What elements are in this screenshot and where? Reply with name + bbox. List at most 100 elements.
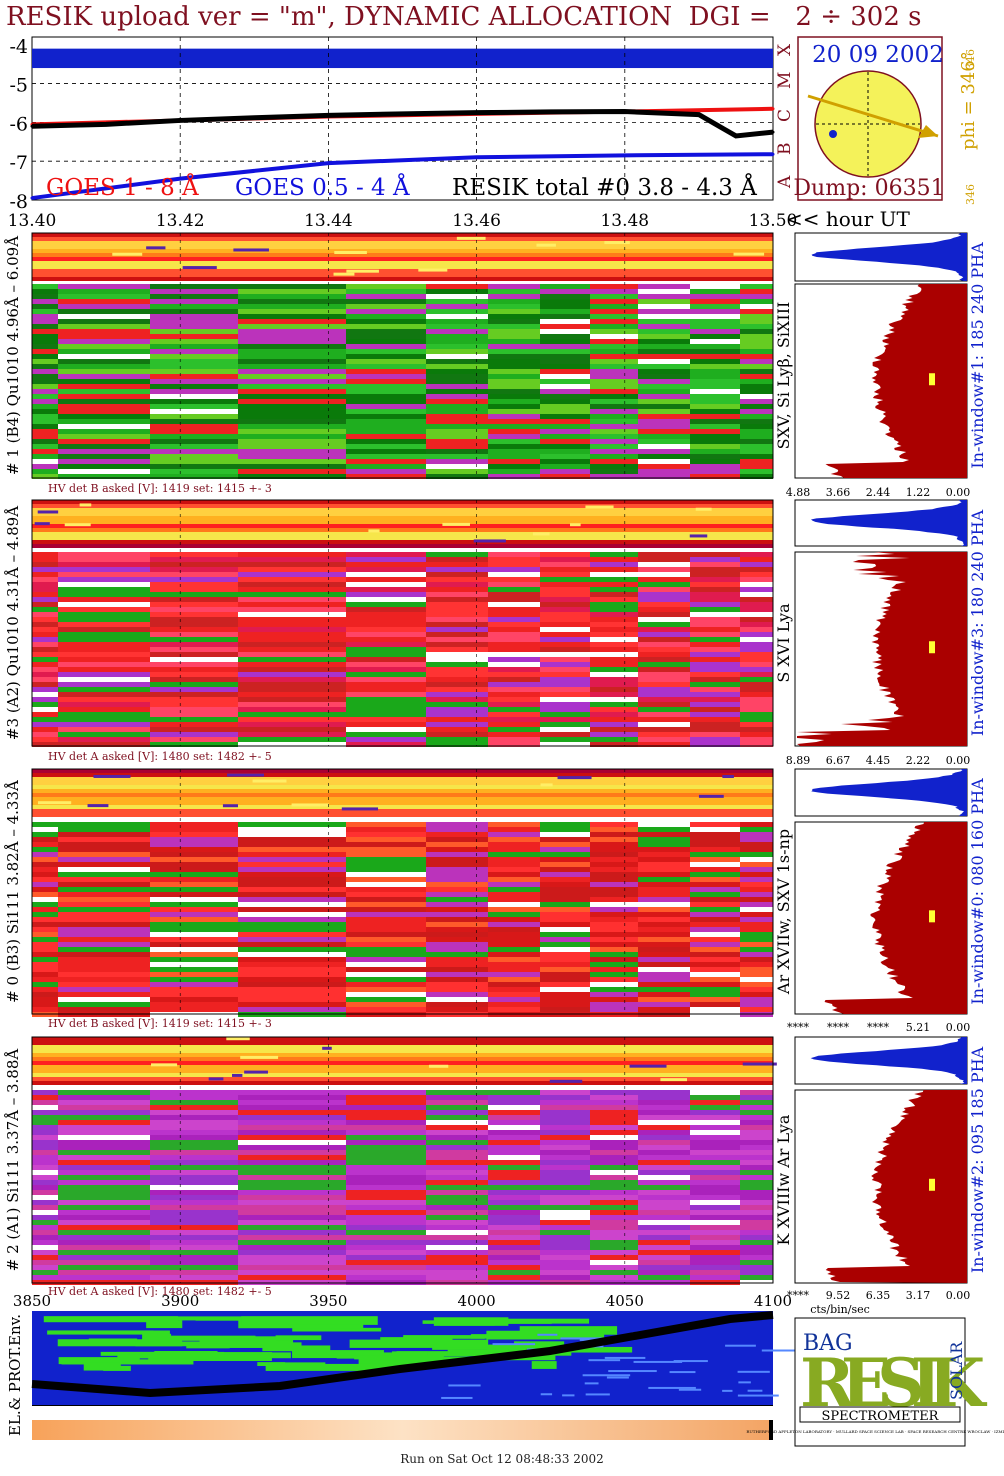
strip-row [32, 237, 773, 241]
spectrum-cell [150, 289, 238, 294]
spectrum-cell [346, 842, 426, 847]
spectrum-cell [690, 657, 740, 662]
spectrum-cell [426, 1160, 488, 1165]
spectrum-cell [150, 284, 238, 289]
spectrum-cell [740, 379, 773, 384]
spectrum-cell [426, 722, 488, 727]
spectrum-cell [590, 917, 638, 922]
spectrum-cell [346, 359, 426, 364]
spectrum-cell [540, 1235, 590, 1240]
profile-histogram [825, 284, 967, 478]
spectrum-frame [31, 1036, 774, 1284]
spectrum-cell [690, 424, 740, 429]
spectrum-cell [238, 314, 346, 319]
spectrum-cell [488, 602, 540, 607]
spectrum-cell [238, 1090, 346, 1095]
spectrum-cell [488, 637, 540, 642]
spectrum-cell [150, 837, 238, 842]
env-green-patch [195, 1317, 264, 1321]
spectrum-cell [426, 837, 488, 842]
spectrum-cell [238, 459, 346, 464]
spectrum-cell [238, 1130, 346, 1135]
spectrum-cell [32, 827, 58, 832]
spectrum-cell [32, 1225, 58, 1230]
spectrum-cell [638, 1200, 690, 1205]
spectrum-cell [740, 1215, 773, 1220]
spectrum-cell [346, 832, 426, 837]
spectrum-cell [32, 662, 58, 667]
spectrum-cell [238, 1095, 346, 1100]
spectrum-cell [150, 1220, 238, 1225]
spectrum-cell [32, 1250, 58, 1255]
spectrum-cell [58, 359, 150, 364]
spectrum-cell [32, 607, 58, 612]
spectrum-cell [238, 582, 346, 587]
spectrum-cell [740, 439, 773, 444]
goes-series-point [326, 161, 330, 165]
spectrum-cell [488, 837, 540, 842]
spectrum-cell [540, 1130, 590, 1135]
spectrum-cell [150, 922, 238, 927]
spectrum-cell [590, 667, 638, 672]
goes-series-point [549, 110, 553, 114]
spectrum-cell [488, 1090, 540, 1095]
spectrum-cell [32, 847, 58, 852]
spectrum-cell [638, 1175, 690, 1180]
spectrum-cell [740, 832, 773, 837]
spectrum-cell [32, 887, 58, 892]
strip-row [32, 1053, 773, 1057]
spectrum-cell [32, 1220, 58, 1225]
spectrum-cell [540, 872, 590, 877]
spectrum-cell [540, 1002, 590, 1007]
spectrum-cell [590, 474, 638, 479]
spectrum-cell [58, 364, 150, 369]
spectrum-cell [150, 602, 238, 607]
spectrum-cell [638, 364, 690, 369]
spectrum-cell [540, 677, 590, 682]
spectrum-cell [346, 1135, 426, 1140]
spectrum-cell [150, 1205, 238, 1210]
spectrum-cell [32, 1190, 58, 1195]
spectrum-cell [426, 977, 488, 982]
spectrum-cell [590, 1265, 638, 1270]
spectrum-cell [690, 1215, 740, 1220]
spectrum-cell [58, 1175, 150, 1180]
spectrum-cell [488, 557, 540, 562]
profile-window-marker [929, 373, 935, 386]
spectrum-cell [238, 667, 346, 672]
spectrum-cell [590, 657, 638, 662]
spectrum-cell [58, 354, 150, 359]
spectrum-cell [32, 439, 58, 444]
spectrum-cell [150, 1180, 238, 1185]
spectrum-cell [346, 1120, 426, 1125]
spectrum-cell [238, 947, 346, 952]
spectrum-cell [426, 314, 488, 319]
spectrum-cell [58, 459, 150, 464]
spectrum-cell [488, 862, 540, 867]
spectrum-cell [426, 1100, 488, 1105]
spectrum-cell [238, 1115, 346, 1120]
spectrum-cell [58, 404, 150, 409]
spectrum-cell [238, 1100, 346, 1105]
spectrum-cell [238, 577, 346, 582]
spectrum-cell [638, 557, 690, 562]
spectrum-cell [638, 1255, 690, 1260]
spectrum-cell [238, 1120, 346, 1125]
spectrum-cell [58, 612, 150, 617]
spectrum-cell [590, 887, 638, 892]
spectrum-cell [238, 977, 346, 982]
spectrum-cell [426, 952, 488, 957]
spectrum-cell [690, 897, 740, 902]
spectrum-cell [590, 1195, 638, 1200]
spectrum-cell [426, 732, 488, 737]
spectrum-cell [638, 957, 690, 962]
spectrum-cell [238, 1170, 346, 1175]
spectrum-cell [32, 567, 58, 572]
strip-speck [341, 807, 379, 811]
spectrum-cell [426, 912, 488, 917]
spectrum-cell [540, 622, 590, 627]
spectrum-cell [346, 344, 426, 349]
spectrum-cell [540, 687, 590, 692]
spectrum-cell [32, 1195, 58, 1200]
spectrum-cell [690, 1175, 740, 1180]
